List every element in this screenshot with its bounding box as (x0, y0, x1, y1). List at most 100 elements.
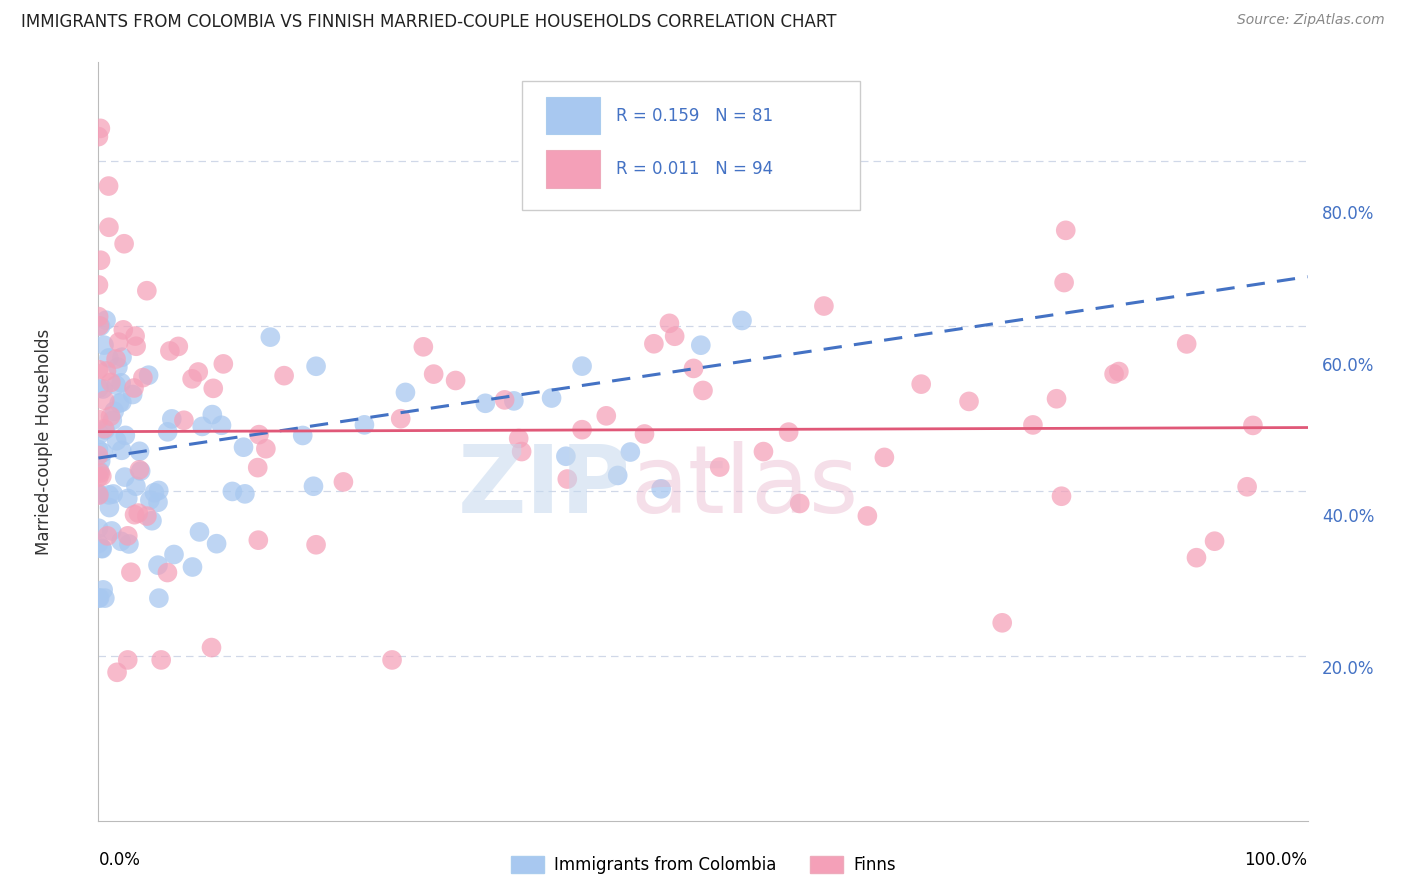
Point (957, 394, 980, 409)
FancyBboxPatch shape (546, 96, 600, 135)
Point (571, 359, 593, 373)
Point (87, 381, 110, 395)
Point (595, 409, 617, 423)
Point (181, 560, 204, 574)
Point (381, 653, 404, 667)
Point (91, 445, 114, 459)
Point (664, 329, 686, 343)
Point (124, 329, 146, 343)
Point (105, 352, 128, 367)
Point (103, 487, 125, 501)
Point (1022, 417, 1045, 432)
Point (554, 449, 576, 463)
Point (98, 500, 121, 515)
Point (138, 368, 160, 383)
Point (94, 591, 117, 606)
Point (422, 367, 444, 381)
Point (94, 313, 117, 327)
Point (148, 483, 170, 498)
Point (105, 665, 128, 680)
Point (494, 392, 516, 407)
Text: R = 0.011   N = 94: R = 0.011 N = 94 (616, 160, 773, 178)
Point (117, 529, 139, 543)
Point (89, 427, 111, 442)
Point (87, 129, 110, 144)
Text: 100.0%: 100.0% (1244, 851, 1308, 869)
Text: R = 0.159   N = 81: R = 0.159 N = 81 (616, 106, 773, 125)
Point (94, 423, 117, 437)
Point (121, 387, 143, 401)
Point (87, 362, 110, 376)
Point (233, 487, 256, 501)
Point (135, 509, 157, 524)
Point (90, 541, 112, 556)
Point (444, 374, 467, 388)
Point (247, 533, 270, 548)
Point (108, 396, 131, 410)
Text: 60.0%: 60.0% (1322, 357, 1375, 375)
Point (97, 351, 120, 365)
Point (232, 440, 254, 454)
Point (1053, 276, 1076, 290)
Point (150, 653, 173, 667)
Point (1108, 365, 1130, 379)
Point (146, 558, 169, 573)
Text: Source: ZipAtlas.com: Source: ZipAtlas.com (1237, 13, 1385, 28)
Point (619, 445, 641, 459)
Point (110, 534, 132, 549)
Text: 80.0%: 80.0% (1322, 205, 1375, 223)
Point (1045, 392, 1067, 406)
Point (124, 508, 146, 522)
Point (97, 220, 120, 235)
Point (643, 336, 665, 351)
Point (1185, 550, 1208, 565)
Point (555, 472, 578, 486)
Point (1050, 489, 1073, 503)
Point (128, 463, 150, 477)
Point (111, 443, 134, 458)
Point (100, 524, 122, 538)
Point (682, 361, 704, 376)
Point (731, 313, 754, 327)
Point (105, 378, 128, 392)
Point (87, 488, 110, 502)
Point (200, 640, 222, 655)
Point (127, 506, 149, 520)
Point (160, 412, 183, 426)
Point (167, 339, 190, 353)
Point (412, 340, 434, 354)
Point (291, 428, 314, 442)
Point (991, 615, 1014, 630)
Point (96, 529, 118, 543)
Point (98, 488, 121, 502)
Point (692, 384, 714, 398)
Point (633, 427, 655, 442)
Point (221, 484, 243, 499)
Point (201, 408, 224, 422)
Point (120, 566, 142, 580)
Text: IMMIGRANTS FROM COLOMBIA VS FINNISH MARRIED-COUPLE HOUSEHOLDS CORRELATION CHART: IMMIGRANTS FROM COLOMBIA VS FINNISH MARR… (21, 13, 837, 31)
Point (114, 428, 136, 442)
Point (107, 360, 129, 375)
Point (87, 487, 110, 501)
Point (254, 442, 277, 456)
Point (247, 427, 270, 442)
Point (117, 653, 139, 667)
Point (778, 425, 800, 439)
Point (111, 350, 134, 364)
Point (305, 538, 328, 552)
Text: 40.0%: 40.0% (1322, 508, 1375, 526)
Point (97, 179, 120, 194)
Point (156, 566, 179, 580)
Point (87, 591, 110, 606)
Point (128, 444, 150, 458)
Point (96, 364, 118, 378)
Point (571, 423, 593, 437)
Point (110, 376, 132, 390)
Point (1054, 223, 1077, 237)
Point (510, 444, 533, 458)
Point (91, 541, 114, 556)
Point (394, 385, 416, 400)
Point (606, 468, 628, 483)
Point (87, 536, 110, 550)
